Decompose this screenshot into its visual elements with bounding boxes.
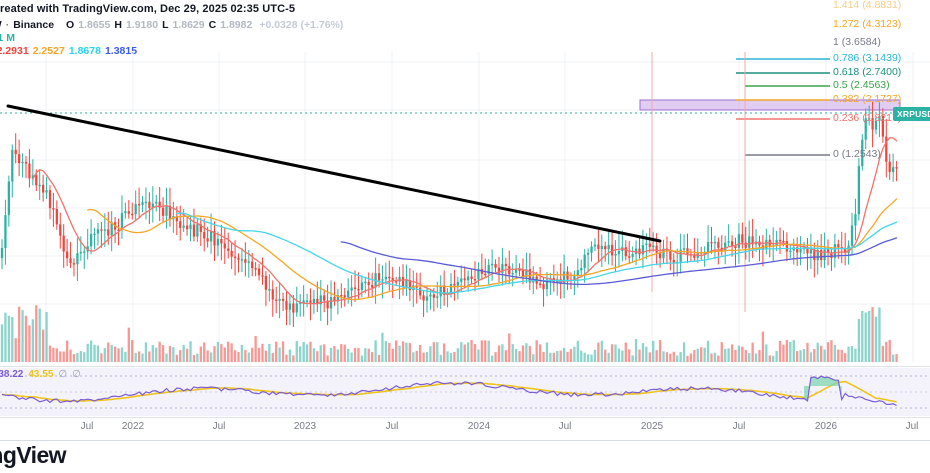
fib-label-1.272[interactable]: 1.272 (4.3123) <box>833 18 902 30</box>
ma-100 <box>87 198 898 301</box>
time-axis-label: Jul <box>905 421 919 432</box>
time-axis-baseline <box>0 440 930 441</box>
fib-label-1[interactable]: 1 (3.6584) <box>833 36 881 48</box>
gridlines <box>0 52 930 362</box>
time-axis-label: Jul <box>558 421 572 432</box>
pane-separator-top[interactable] <box>0 366 930 367</box>
legend-volume-value: 29.71 M <box>0 32 15 44</box>
legend-symbol-row[interactable]: therUS · 1W · Binance O1.8655 H1.9180 L1… <box>0 19 343 32</box>
time-axis-label: Jul <box>80 421 94 432</box>
time-axis-label: 2022 <box>121 421 145 432</box>
legend-interval[interactable]: 1W <box>0 19 2 32</box>
fib-label-0.786[interactable]: 0.786 (3.1439) <box>833 52 902 64</box>
tradingview-watermark: adingView <box>0 442 67 468</box>
legend-high-value: 1.9180 <box>125 19 159 31</box>
fibonacci-lines <box>736 58 830 156</box>
rsi-legend-value: 38.22 <box>0 369 24 380</box>
rsi-divergence-fill <box>804 376 842 401</box>
moving-averages <box>32 137 898 305</box>
fib-label-0[interactable]: 0 (1.2543) <box>833 148 881 160</box>
fib-label-1.414[interactable]: 1.414 (4.8831) <box>833 0 902 11</box>
fib-label-0.382[interactable]: 0.382 (2.1727) <box>833 93 902 105</box>
legend-low-key: L <box>162 19 169 31</box>
legend-open-value: 1.8655 <box>78 19 111 31</box>
rsi-svg <box>0 375 930 409</box>
rsi-legend-ma-value: 43.55 <box>28 369 54 380</box>
time-axis-label: 2026 <box>814 421 838 432</box>
ma-extra <box>340 237 898 286</box>
rsi-pane[interactable] <box>0 368 930 416</box>
legend-low-value: 1.8629 <box>172 19 205 31</box>
ma-200 <box>176 212 898 294</box>
pane-separator-bottom[interactable] <box>0 417 930 418</box>
legend-ma-100: 2.2527 <box>32 45 65 57</box>
volume-bars <box>0 305 898 362</box>
rsi-legend[interactable]: lose) 38.22 43.55 ∅ ∅ <box>0 369 81 380</box>
time-axis-label: Jul <box>732 421 746 432</box>
legend-ma-extra: 1.3815 <box>104 45 138 57</box>
legend-volume-row[interactable]: 29.71 M <box>0 32 343 45</box>
legend-close-key: C <box>208 19 217 31</box>
legend-ma-50: 2.2931 <box>0 45 29 57</box>
legend-open-key: O <box>66 19 75 31</box>
legend-sep-2: · <box>5 19 10 31</box>
time-axis-label: 2024 <box>467 421 491 432</box>
time-axis-label: Jul <box>212 421 226 432</box>
attribution-text: nons created with TradingView.com, Dec 2… <box>0 3 296 15</box>
ma-50 <box>32 137 898 305</box>
fib-label-0.618[interactable]: 0.618 (2.7400) <box>833 66 902 78</box>
price-pane-svg <box>0 52 930 362</box>
time-axis[interactable]: Jul 2022 Jul 2023 Jul 2024 Jul 2025 Jul 2026 Jul <box>0 418 930 440</box>
chart-legend: therUS · 1W · Binance O1.8655 H1.9180 L1… <box>0 19 343 58</box>
rsi-legend-na-1: ∅ <box>58 369 68 380</box>
legend-change: +0.0328 (+1.76%) <box>259 19 344 31</box>
price-pane[interactable] <box>0 52 930 362</box>
rsi-legend-na-2: ∅ <box>72 369 81 380</box>
fib-label-0.5[interactable]: 0.5 (2.4563) <box>833 79 890 91</box>
rsi-line <box>1 375 897 407</box>
legend-exchange[interactable]: Binance <box>13 19 55 31</box>
time-axis-label: Jul <box>385 421 399 432</box>
legend-ma-200: 1.8678 <box>68 45 101 57</box>
time-axis-label: 2025 <box>640 421 664 432</box>
legend-ma-row[interactable]: 50/100/200 2.2931 2.2527 1.8678 1.3815 <box>0 45 343 58</box>
time-axis-label: 2023 <box>293 421 317 432</box>
legend-high-key: H <box>114 19 122 31</box>
resistance-trendline[interactable] <box>6 104 662 243</box>
legend-close-value: 1.8982 <box>220 19 253 31</box>
price-badge-xrpusdt[interactable]: XRPUSDT <box>893 107 930 121</box>
fib-label-0.236[interactable]: 0.236 (1.8217) <box>833 112 902 124</box>
